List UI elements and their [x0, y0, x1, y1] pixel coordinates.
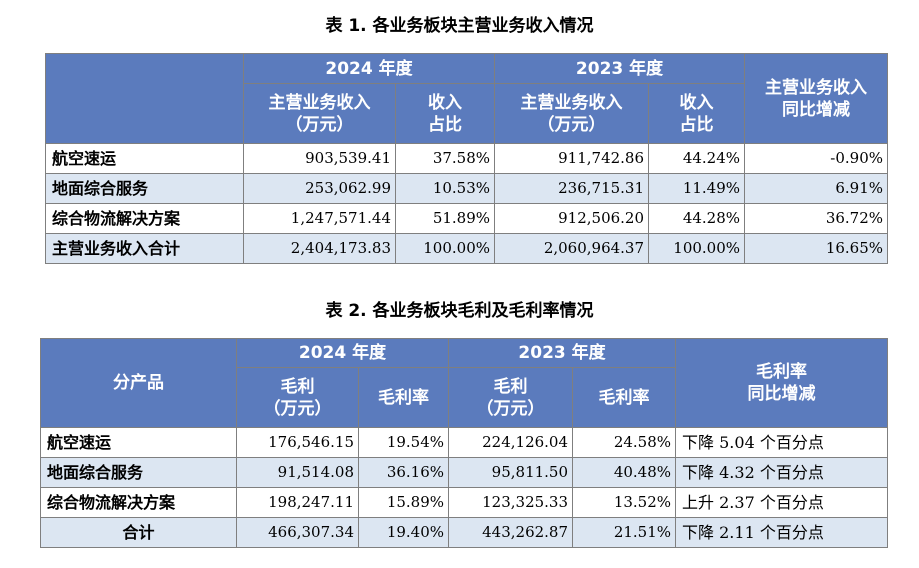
share-line1: 收入 [428, 92, 462, 113]
revenue-2024: 2,404,173.83 [243, 233, 396, 264]
revenue-2023: 2,060,964.37 [494, 233, 650, 264]
table-row: 航空速运 903,539.41 37.58% 911,742.86 44.24%… [45, 143, 889, 174]
gp-2023: 123,325.33 [448, 487, 574, 518]
share-2024: 37.58% [394, 143, 496, 174]
revenue-label: 主营业务收入 [268, 92, 371, 113]
share-2023: 11.49% [648, 173, 746, 204]
revenue-yoy: -0.90% [744, 143, 889, 174]
table2-header-margin-2023: 毛利率 [572, 367, 677, 428]
gp-unit: （万元） [263, 398, 332, 419]
gp-label: 毛利 [493, 376, 528, 397]
revenue-2024: 903,539.41 [243, 143, 396, 174]
gp-label: 毛利 [280, 376, 315, 397]
table2-header-margin-2024: 毛利率 [357, 367, 450, 428]
row-name: 综合物流解决方案 [45, 203, 244, 234]
table-row: 综合物流解决方案 1,247,571.44 51.89% 912,506.20 … [45, 203, 889, 234]
margin-yoy: 下降 4.32 个百分点 [675, 457, 889, 488]
revenue-2024: 253,062.99 [243, 173, 396, 204]
revenue-unit: （万元） [285, 114, 354, 135]
margin-2024: 19.40% [357, 517, 450, 548]
gp-2023: 443,262.87 [448, 517, 574, 548]
margin-2023: 13.52% [572, 487, 677, 518]
table2-header-2023: 2023 年度 [448, 338, 677, 368]
table-row: 地面综合服务 91,514.08 36.16% 95,811.50 40.48%… [40, 457, 889, 488]
table1-yoy-line2: 同比增减 [782, 99, 851, 120]
margin-2024: 36.16% [357, 457, 450, 488]
revenue-2024: 1,247,571.44 [243, 203, 396, 234]
table1-header-revenue-2024: 主营业务收入 （万元） [243, 83, 396, 144]
table2-header-gp-2023: 毛利 （万元） [448, 367, 574, 428]
share-line2: 占比 [679, 114, 714, 135]
row-name: 地面综合服务 [45, 173, 244, 204]
table1-yoy-line1: 主营业务收入 [765, 77, 868, 98]
margin-2023: 24.58% [572, 427, 677, 458]
margin-yoy: 上升 2.37 个百分点 [675, 487, 889, 518]
row-name: 综合物流解决方案 [40, 487, 237, 518]
margin-2023: 40.48% [572, 457, 677, 488]
share-line1: 收入 [679, 92, 714, 113]
table-row: 合计 466,307.34 19.40% 443,262.87 21.51% 下… [40, 517, 889, 548]
revenue-unit: （万元） [537, 114, 606, 135]
revenue-yoy: 36.72% [744, 203, 889, 234]
share-2023: 44.24% [648, 143, 746, 174]
share-2024: 10.53% [394, 173, 496, 204]
revenue-table: 2024 年度 2023 年度 主营业务收入 同比增减 主营业务收入 （万元） … [45, 53, 889, 264]
table-row: 地面综合服务 253,062.99 10.53% 236,715.31 11.4… [45, 173, 889, 204]
share-line2: 占比 [428, 114, 462, 135]
table1-header-2023: 2023 年度 [494, 53, 746, 84]
revenue-2023: 236,715.31 [494, 173, 650, 204]
gp-2023: 95,811.50 [448, 457, 574, 488]
table1-header-revenue-2023: 主营业务收入 （万元） [494, 83, 650, 144]
row-name: 合计 [40, 517, 237, 548]
table1-header-share-2024: 收入 占比 [394, 83, 496, 144]
gp-2024: 176,546.15 [236, 427, 359, 458]
table2-yoy-line1: 毛利率 [756, 362, 808, 382]
table2-corner-header: 分产品 [40, 338, 237, 428]
share-2023: 100.00% [648, 233, 746, 264]
margin-2024: 19.54% [357, 427, 450, 458]
revenue-2023: 912,506.20 [494, 203, 650, 234]
table2-header-2024: 2024 年度 [235, 338, 450, 368]
row-name: 地面综合服务 [40, 457, 237, 488]
share-2023: 44.28% [648, 203, 746, 234]
table2-header-yoy: 毛利率 同比增减 [675, 338, 889, 428]
row-name: 航空速运 [40, 427, 237, 458]
margin-2024: 15.89% [357, 487, 450, 518]
row-name: 航空速运 [45, 143, 244, 174]
table1-header-2024: 2024 年度 [242, 53, 496, 84]
revenue-label: 主营业务收入 [520, 92, 623, 113]
gp-2023: 224,126.04 [448, 427, 574, 458]
row-name: 主营业务收入合计 [45, 233, 244, 264]
margin-yoy: 下降 2.11 个百分点 [675, 517, 889, 548]
revenue-yoy: 16.65% [744, 233, 889, 264]
table1-header-yoy: 主营业务收入 同比增减 [744, 53, 889, 144]
revenue-yoy: 6.91% [744, 173, 889, 204]
gp-2024: 466,307.34 [236, 517, 359, 548]
table-row: 综合物流解决方案 198,247.11 15.89% 123,325.33 13… [40, 487, 889, 518]
revenue-2023: 911,742.86 [494, 143, 650, 174]
table-row: 主营业务收入合计 2,404,173.83 100.00% 2,060,964.… [45, 233, 889, 264]
table1-header-share-2023: 收入 占比 [648, 83, 746, 144]
table2-header-gp-2024: 毛利 （万元） [236, 367, 359, 428]
gp-unit: （万元） [476, 398, 545, 419]
table1-caption: 表 1. 各业务板块主营业务收入情况 [325, 16, 594, 36]
share-2024: 100.00% [394, 233, 496, 264]
table-row: 航空速运 176,546.15 19.54% 224,126.04 24.58%… [40, 427, 889, 458]
table2-yoy-line2: 同比增减 [747, 384, 816, 404]
table2-caption: 表 2. 各业务板块毛利及毛利率情况 [325, 301, 594, 321]
gross-profit-table: 分产品 2024 年度 2023 年度 毛利率 同比增减 毛利 （万元） 毛利率… [40, 338, 889, 548]
table1-corner-header [45, 53, 244, 144]
gp-2024: 198,247.11 [236, 487, 359, 518]
margin-2023: 21.51% [572, 517, 677, 548]
gp-2024: 91,514.08 [236, 457, 359, 488]
share-2024: 51.89% [394, 203, 496, 234]
margin-yoy: 下降 5.04 个百分点 [675, 427, 889, 458]
